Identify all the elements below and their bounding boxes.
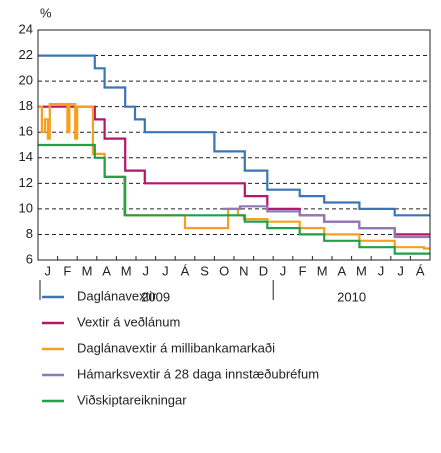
x-tick-label: A [337, 263, 346, 278]
y-tick-label: 24 [19, 21, 33, 36]
y-tick-label: 8 [26, 226, 33, 241]
x-tick-label: F [299, 263, 307, 278]
y-tick-label: 18 [19, 98, 33, 113]
y-tick-label: 16 [19, 124, 33, 139]
x-tick-label: S [200, 263, 209, 278]
y-axis-label: % [40, 5, 52, 20]
y-tick-label: 12 [19, 175, 33, 190]
x-tick-label: N [239, 263, 248, 278]
series-line [38, 143, 430, 255]
y-tick-label: 10 [19, 200, 33, 215]
x-tick-label: J [162, 263, 169, 278]
x-tick-label: M [317, 263, 328, 278]
y-tick-label: 6 [26, 251, 33, 266]
legend-label: Viðskiptareikningar [77, 392, 187, 407]
series-line [222, 205, 430, 239]
legend-label: Hámarksvextir á 28 daga innstæðubréfum [77, 366, 319, 381]
legend-label: Vextir á veðlánum [77, 314, 180, 329]
x-tick-label: J [397, 263, 404, 278]
x-tick-label: F [63, 263, 71, 278]
x-tick-label: J [280, 263, 287, 278]
x-tick-label: Á [181, 263, 190, 278]
x-tick-label: J [378, 263, 385, 278]
x-tick-label: Á [416, 263, 425, 278]
year-label: 2010 [337, 289, 366, 304]
x-tick-label: M [121, 263, 132, 278]
series-line [38, 103, 430, 250]
year-label: 2009 [141, 289, 170, 304]
x-tick-label: O [219, 263, 229, 278]
legend-label: Daglánavextir [77, 288, 157, 303]
plot-frame [37, 29, 431, 261]
x-tick-label: J [45, 263, 52, 278]
y-tick-label: 22 [19, 47, 33, 62]
legend-label: Daglánavextir á millibankamarkaði [77, 340, 275, 355]
x-tick-label: M [82, 263, 93, 278]
y-tick-label: 14 [19, 149, 33, 164]
y-tick-label: 20 [19, 73, 33, 88]
x-tick-label: M [356, 263, 367, 278]
x-tick-label: D [259, 263, 268, 278]
x-tick-label: A [102, 263, 111, 278]
x-tick-label: J [143, 263, 150, 278]
series-line [38, 54, 430, 217]
